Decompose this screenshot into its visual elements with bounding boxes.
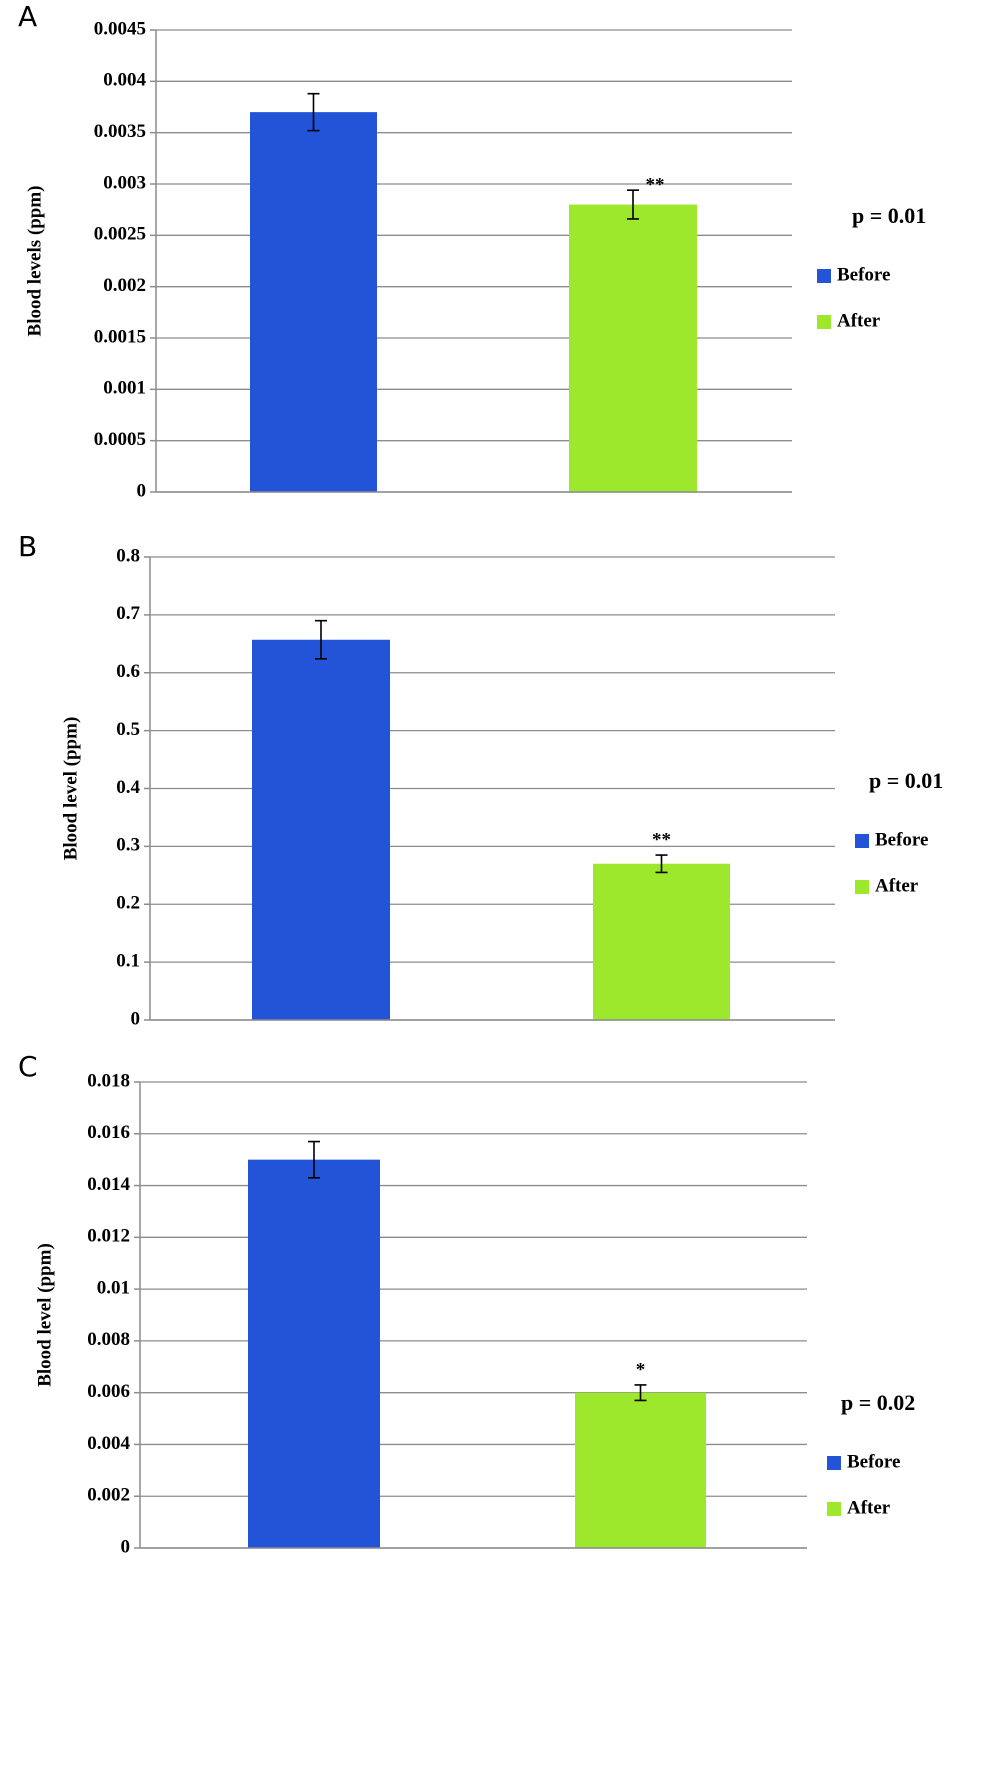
- error-bar: [634, 1384, 647, 1402]
- legend-swatch: [827, 1502, 841, 1516]
- error-bar: [308, 1140, 320, 1179]
- error-bar: [655, 854, 668, 874]
- y-tick-label: 0.1: [116, 950, 140, 971]
- p-value-annotation: p = 0.01: [869, 768, 943, 793]
- y-tick-label: 0.6: [116, 661, 140, 682]
- bar: [593, 863, 730, 1020]
- bar: [575, 1392, 706, 1548]
- y-tick-label: 0.012: [87, 1226, 130, 1247]
- y-tick-label: 0.7: [116, 603, 140, 624]
- y-tick-label: 0: [131, 1008, 141, 1029]
- bar: [248, 1159, 380, 1548]
- y-tick-label: 0.018: [87, 1070, 130, 1091]
- panel-label: B: [18, 530, 37, 563]
- y-tick-label: 0.5: [116, 719, 140, 740]
- y-tick-label: 0.006: [87, 1381, 130, 1402]
- error-bar: [627, 189, 639, 220]
- legend-label: After: [875, 875, 919, 896]
- p-value-annotation: p = 0.02: [841, 1390, 915, 1415]
- panel-label: A: [18, 0, 37, 33]
- bar: [569, 204, 697, 493]
- y-tick-label: 0: [121, 1536, 131, 1557]
- p-value-annotation: p = 0.01: [852, 203, 926, 228]
- significance-marker: *: [636, 1359, 646, 1380]
- error-bar: [307, 92, 320, 132]
- legend-label: Before: [875, 829, 928, 850]
- y-tick-label: 0.8: [116, 545, 140, 566]
- y-tick-label: 0.2: [116, 893, 140, 914]
- bar: [252, 639, 390, 1020]
- legend-swatch: [817, 269, 831, 283]
- y-tick-label: 0.0015: [94, 326, 146, 347]
- y-tick-label: 0.001: [103, 378, 146, 399]
- legend-swatch: [855, 880, 869, 894]
- legend-label: Before: [847, 1451, 900, 1472]
- y-tick-label: 0.002: [87, 1485, 130, 1506]
- y-tick-label: 0.0035: [94, 121, 146, 142]
- legend-label: After: [847, 1497, 891, 1518]
- y-tick-label: 0.0025: [94, 224, 146, 245]
- y-tick-label: 0.004: [87, 1433, 130, 1454]
- y-axis-title: Blood level (ppm): [60, 717, 81, 861]
- significance-marker: **: [652, 829, 671, 850]
- y-tick-label: 0: [137, 480, 147, 501]
- panel-label: C: [18, 1050, 38, 1083]
- legend-swatch: [817, 315, 831, 329]
- y-tick-label: 0.008: [87, 1329, 130, 1350]
- significance-marker: **: [646, 175, 665, 196]
- legend-swatch: [827, 1456, 841, 1470]
- y-tick-label: 0.3: [116, 835, 140, 856]
- legend-label: Before: [837, 264, 890, 285]
- legend-swatch: [855, 834, 869, 848]
- y-tick-label: 0.4: [116, 777, 140, 798]
- bar: [250, 112, 377, 492]
- y-tick-label: 0.004: [103, 70, 146, 91]
- y-tick-label: 0.014: [87, 1174, 130, 1195]
- legend-label: After: [837, 310, 881, 331]
- y-tick-label: 0.016: [87, 1122, 130, 1143]
- y-tick-label: 0.01: [97, 1277, 130, 1298]
- y-tick-label: 0.002: [103, 275, 146, 296]
- y-axis-title: Blood levels (ppm): [24, 186, 45, 337]
- error-bar: [315, 619, 327, 660]
- y-tick-label: 0.003: [103, 172, 146, 193]
- y-tick-label: 0.0005: [94, 429, 146, 450]
- y-axis-title: Blood level (ppm): [34, 1243, 55, 1387]
- y-tick-label: 0.0045: [94, 18, 146, 39]
